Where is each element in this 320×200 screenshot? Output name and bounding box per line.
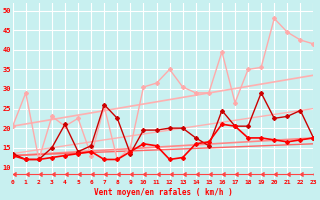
X-axis label: Vent moyen/en rafales ( km/h ): Vent moyen/en rafales ( km/h ) <box>94 188 232 197</box>
